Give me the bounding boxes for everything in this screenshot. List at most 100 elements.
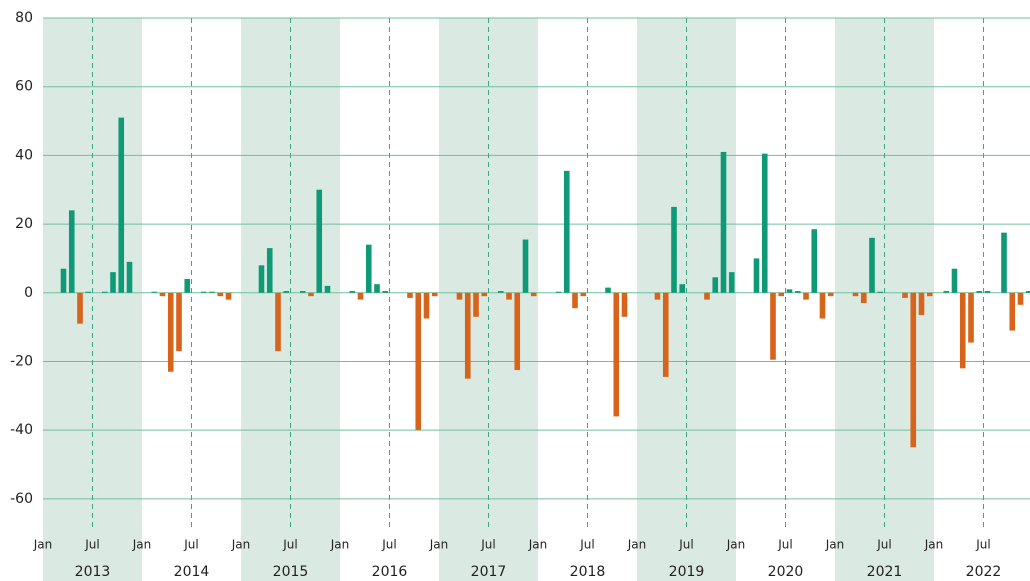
bar <box>926 292 933 297</box>
bar <box>563 170 570 293</box>
bar <box>374 284 380 293</box>
bar <box>68 210 75 293</box>
y-tick-label: 60 <box>15 79 33 95</box>
bar <box>200 291 207 293</box>
bar <box>613 292 620 417</box>
x-tick-label: Jul <box>480 538 495 552</box>
bar <box>580 292 587 297</box>
bar <box>481 292 488 297</box>
x-tick-label: Jan <box>528 538 548 552</box>
bar <box>159 292 166 297</box>
bar <box>951 268 958 293</box>
bar <box>266 248 273 293</box>
x-tick-label: Jul <box>777 538 792 552</box>
bar <box>506 292 512 300</box>
bar <box>167 292 174 372</box>
bar <box>423 292 430 319</box>
bar <box>431 292 438 297</box>
bar <box>811 229 818 293</box>
bar <box>1009 292 1016 331</box>
bar <box>151 291 158 293</box>
bar <box>803 292 809 300</box>
bar <box>852 292 859 297</box>
year-label: 2017 <box>471 564 507 580</box>
bar <box>827 292 834 297</box>
bar <box>464 292 471 379</box>
bar <box>819 292 826 319</box>
bar <box>728 272 735 293</box>
bar <box>712 277 719 293</box>
x-tick-label: Jul <box>381 538 396 552</box>
bar <box>176 292 182 352</box>
year-label: 2013 <box>75 564 111 580</box>
bar <box>209 291 215 293</box>
bar <box>299 291 306 293</box>
y-tick-label: 40 <box>15 147 33 163</box>
bar <box>968 292 974 343</box>
bar <box>1001 232 1007 293</box>
x-tick-label: Jan <box>429 538 449 552</box>
x-tick-label: Jan <box>924 538 944 552</box>
bar <box>778 292 785 297</box>
bar <box>662 292 669 377</box>
bar <box>225 292 232 300</box>
x-tick-label: Jul <box>579 538 594 552</box>
year-label: 2019 <box>669 564 705 580</box>
bar <box>860 292 867 304</box>
bar <box>349 291 356 293</box>
year-label: 2022 <box>966 564 1002 580</box>
bar <box>407 292 413 298</box>
bar <box>621 292 628 317</box>
bar <box>869 237 875 293</box>
bar <box>770 292 776 360</box>
bar <box>679 284 686 293</box>
x-tick-label: Jul <box>84 538 99 552</box>
bar <box>308 292 314 297</box>
y-tick-label: 80 <box>15 10 33 26</box>
bar <box>473 292 479 317</box>
bar <box>605 287 611 293</box>
year-label: 2021 <box>867 564 903 580</box>
bar <box>918 292 925 316</box>
bar <box>415 292 422 431</box>
bar <box>357 292 364 300</box>
bar <box>456 292 463 300</box>
y-tick-label: 20 <box>15 216 33 232</box>
bar <box>77 292 83 324</box>
bar <box>184 279 191 293</box>
bar <box>984 291 991 293</box>
x-tick-label: Jan <box>627 538 647 552</box>
year-label: 2020 <box>768 564 804 580</box>
bar <box>794 291 801 293</box>
bar <box>497 291 504 293</box>
bar <box>522 239 529 293</box>
bar <box>943 291 950 293</box>
bar <box>976 291 983 293</box>
bar <box>60 268 67 293</box>
bar <box>110 272 116 293</box>
x-tick-label: Jul <box>183 538 198 552</box>
bar <box>1025 291 1030 293</box>
bar <box>753 258 760 293</box>
x-tick-label: Jul <box>876 538 891 552</box>
bar <box>283 291 290 293</box>
y-tick-label: 0 <box>24 285 33 301</box>
x-tick-label: Jan <box>726 538 746 552</box>
bar <box>382 291 389 293</box>
bar <box>1017 292 1024 305</box>
y-tick-label: -40 <box>10 422 33 438</box>
x-tick-label: Jan <box>132 538 152 552</box>
bar <box>910 292 917 448</box>
x-tick-label: Jul <box>282 538 297 552</box>
x-tick-label: Jan <box>825 538 845 552</box>
bar <box>671 206 677 293</box>
x-tick-label: Jan <box>330 538 350 552</box>
bar <box>365 244 372 293</box>
bar <box>126 261 133 293</box>
bar <box>275 292 281 352</box>
x-tick-label: Jul <box>975 538 990 552</box>
bar <box>877 291 884 293</box>
bar <box>514 292 521 371</box>
bar <box>258 265 265 293</box>
